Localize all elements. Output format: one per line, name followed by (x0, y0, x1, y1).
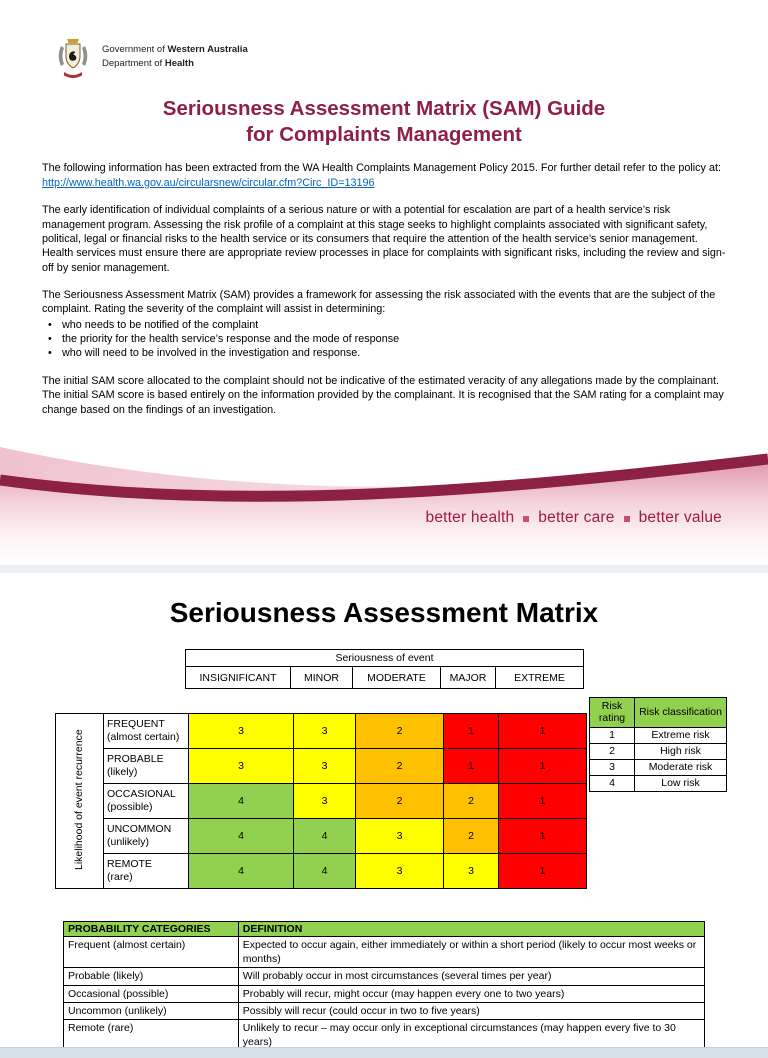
matrix-cell: 4 (188, 818, 294, 854)
matrix-cell: 4 (293, 853, 356, 889)
matrix-cell: 2 (355, 713, 444, 749)
matrix-row: Likelihood of event recurrence FREQUENT(… (55, 713, 587, 889)
matrix-cell: 1 (498, 853, 587, 889)
brand-tagline: better health better care better value (425, 509, 722, 526)
matrix-cell: 1 (498, 713, 587, 749)
column-header: MODERATE (352, 666, 441, 689)
probability-table: PROBABILITY CATEGORIES DEFINITION Freque… (63, 921, 706, 1052)
matrix-cell: 1 (443, 713, 499, 749)
wa-coat-of-arms-icon (58, 39, 88, 78)
list-item: • who will need to be involved in the inv… (48, 347, 361, 360)
intro-paragraph-2: The early identification of individual c… (42, 204, 726, 274)
matrix-cell: 3 (355, 853, 444, 889)
intro-paragraph-4: The initial SAM score allocated to the c… (42, 374, 724, 416)
document-title: Seriousness Assessment Matrix (SAM) Guid… (162, 97, 606, 147)
intro-bullet-list: • who needs to be notified of the complai… (42, 318, 726, 361)
risk-rating-header: Risk rating (589, 697, 635, 728)
matrix-cell: 2 (443, 818, 499, 854)
policy-link[interactable]: http://www.health.wa.gov.au/circularsnew… (42, 176, 375, 189)
matrix-cell: 2 (355, 748, 444, 784)
matrix-row: PROBABLE (likely) 3 3 2 1 1 (56, 748, 587, 784)
matrix-cell: 3 (443, 853, 499, 889)
table-row: 3 Moderate risk (589, 758, 727, 776)
table-row: 1 Extreme risk (589, 726, 727, 744)
matrix-row-label: OCCASIONAL (possible) (103, 783, 189, 819)
intro-paragraph-3: The Seriousness Assessment Matrix (SAM) … (42, 288, 716, 316)
bullet-icon: • (48, 347, 52, 360)
matrix-cell: 3 (188, 713, 294, 749)
table-row: Frequent (almost certain) Expected to occ… (63, 935, 706, 969)
tagline-separator-icon (623, 516, 630, 522)
swoosh-curve-icon (0, 447, 768, 565)
bullet-icon: • (48, 333, 52, 346)
sam-matrix-area: Seriousness of event INSIGNIFICANT MINOR… (0, 649, 768, 895)
column-header: INSIGNIFICANT (185, 666, 291, 689)
matrix-row: OCCASIONAL (possible) 4 3 2 2 1 (56, 783, 587, 819)
table-row: 2 High risk (589, 742, 727, 760)
tagline-separator-icon (523, 516, 530, 522)
matrix-cell: 3 (293, 748, 356, 784)
matrix-column-header-table: Seriousness of event INSIGNIFICANT MINOR… (185, 649, 584, 689)
matrix-cell: 4 (188, 853, 294, 889)
matrix-row-label: PROBABLE (likely) (103, 748, 189, 784)
risk-rating-table: Risk rating Risk classification 1 Extreme… (589, 697, 727, 792)
page-1: Government of Western Australia Departme… (0, 34, 768, 565)
government-wordmark: Government of Western Australia Departme… (102, 44, 248, 69)
column-header: EXTREME (495, 666, 584, 689)
matrix-cell: 4 (293, 818, 356, 854)
table-row: Remote (rare) Unlikely to recur – may occ… (63, 1018, 706, 1052)
page-2: Seriousness Assessment Matrix Seriousnes… (0, 597, 768, 1052)
matrix-row-label: FREQUENT (almost certain) (103, 713, 189, 749)
matrix-row-label: UNCOMMON (unlikely) (103, 818, 189, 854)
matrix-cell: 3 (293, 783, 356, 819)
matrix-cell: 1 (498, 748, 587, 784)
matrix-cell: 2 (355, 783, 444, 819)
viewer-bottom-gap (0, 1047, 768, 1058)
government-logo: Government of Western Australia Departme… (54, 34, 768, 80)
matrix-cell: 3 (188, 748, 294, 784)
bullet-icon: • (48, 318, 52, 331)
table-row: 4 Low risk (589, 774, 727, 792)
matrix-cell: 3 (355, 818, 444, 854)
table-row: Occasional (possible) Probably will recur… (63, 984, 706, 1003)
brand-swoosh-graphic: better health better care better value (0, 447, 768, 565)
matrix-row: UNCOMMON (unlikely) 4 4 3 2 1 (56, 818, 587, 854)
risk-classification-header: Risk classification (634, 697, 727, 728)
matrix-cell: 1 (443, 748, 499, 784)
column-header: MAJOR (440, 666, 496, 689)
seriousness-axis-label: Seriousness of event (185, 649, 584, 667)
definition-header: DEFINITION (237, 921, 706, 937)
table-row: Uncommon (unlikely) Possibly will recur (… (63, 1001, 706, 1020)
matrix-row: REMOTE (rare) 4 4 3 3 1 (56, 853, 587, 889)
matrix-cell: 2 (443, 783, 499, 819)
probability-categories-header: PROBABILITY CATEGORIES (63, 921, 239, 937)
matrix-cell: 3 (293, 713, 356, 749)
list-item: • who needs to be notified of the complai… (48, 318, 259, 331)
table-row: Probable (likely) Will probably occur in … (63, 967, 706, 986)
intro-paragraph-1: The following information has been extra… (42, 162, 721, 189)
likelihood-axis-label: Likelihood of event recurrence (55, 713, 104, 889)
document-page: { "header": { "gov_prefix": "Government … (0, 34, 768, 1058)
sam-matrix-table: Likelihood of event recurrence FREQUENT(… (55, 713, 587, 889)
page-gap (0, 565, 768, 573)
matrix-cell: 4 (188, 783, 294, 819)
list-item: • the priority for the health service’s r… (48, 333, 400, 346)
matrix-row-label: REMOTE (rare) (103, 853, 189, 889)
matrix-cell: 1 (498, 818, 587, 854)
matrix-cell: 1 (498, 783, 587, 819)
matrix-page-title: Seriousness Assessment Matrix (169, 597, 599, 628)
column-header: MINOR (290, 666, 353, 689)
